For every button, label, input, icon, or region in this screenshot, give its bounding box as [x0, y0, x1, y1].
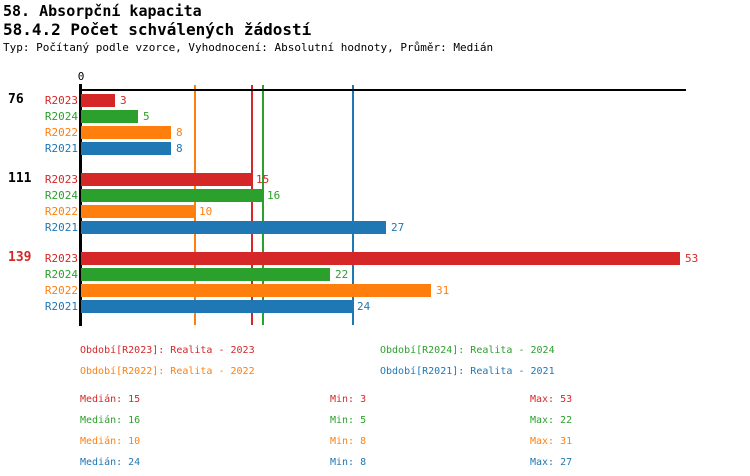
y-axis-line	[79, 84, 82, 326]
bar-row-label: R2024	[44, 110, 78, 123]
median-line-R2021	[352, 85, 354, 325]
bar-value-label: 31	[436, 284, 450, 297]
legend-item-R2022: Období[R2022]: Realita - 2022	[80, 366, 255, 377]
bar-R2022	[81, 205, 194, 218]
bar-R2021	[81, 142, 171, 155]
bar-R2022	[81, 126, 171, 139]
group-label: 76	[8, 92, 24, 107]
stat-max-R2021: Max: 27	[530, 457, 573, 468]
bar-value-label: 8	[176, 142, 183, 155]
group-label: 111	[8, 171, 32, 186]
bar-row-label: R2023	[44, 173, 78, 186]
bar-row-label: R2021	[44, 221, 78, 234]
bar-R2024	[81, 189, 262, 202]
bar-row-label: R2021	[44, 142, 78, 155]
bar-R2024	[81, 110, 138, 123]
bar-value-label: 27	[391, 221, 405, 234]
bar-value-label: 53	[685, 252, 699, 265]
bar-row-label: R2022	[44, 205, 78, 218]
stat-median-R2022: Medián: 10	[80, 436, 141, 447]
bar-value-label: 22	[335, 268, 349, 281]
bar-row-label: R2023	[44, 94, 78, 107]
page-subtitle: 58.4.2 Počet schválených žádostí	[3, 20, 312, 39]
bar-R2021	[81, 221, 386, 234]
median-line-R2023	[251, 85, 253, 325]
bar-R2024	[81, 268, 330, 281]
bar-R2021	[81, 300, 352, 313]
median-line-R2022	[194, 85, 196, 325]
bar-R2023	[81, 94, 115, 107]
page-title: 58. Absorpční kapacita	[3, 2, 202, 20]
bar-R2023	[81, 173, 251, 186]
bar-value-label: 8	[176, 126, 183, 139]
bar-row-label: R2022	[44, 284, 78, 297]
bar-value-label: 5	[143, 110, 150, 123]
bar-value-label: 15	[256, 173, 270, 186]
bar-R2022	[81, 284, 431, 297]
stat-max-R2023: Max: 53	[530, 394, 573, 405]
stat-min-R2024: Min: 5	[330, 415, 367, 426]
bar-row-label: R2022	[44, 126, 78, 139]
stat-max-R2022: Max: 31	[530, 436, 573, 447]
legend-item-R2021: Období[R2021]: Realita - 2021	[380, 366, 555, 377]
group-label: 139	[8, 250, 32, 265]
bar-value-label: 10	[199, 205, 213, 218]
bar-value-label: 3	[120, 94, 127, 107]
legend-item-R2024: Období[R2024]: Realita - 2024	[380, 345, 555, 356]
stat-min-R2022: Min: 8	[330, 436, 367, 447]
stat-max-R2024: Max: 22	[530, 415, 573, 426]
bar-value-label: 24	[357, 300, 371, 313]
stat-min-R2021: Min: 8	[330, 457, 367, 468]
stat-median-R2023: Medián: 15	[80, 394, 141, 405]
x-axis-zero-label: 0	[77, 70, 85, 83]
stat-median-R2024: Medián: 16	[80, 415, 141, 426]
median-line-R2024	[262, 85, 264, 325]
x-axis-line	[80, 89, 686, 91]
bar-row-label: R2024	[44, 268, 78, 281]
bar-row-label: R2023	[44, 252, 78, 265]
legend-item-R2023: Období[R2023]: Realita - 2023	[80, 345, 255, 356]
stat-min-R2023: Min: 3	[330, 394, 367, 405]
bar-row-label: R2024	[44, 189, 78, 202]
bar-value-label: 16	[267, 189, 281, 202]
bar-row-label: R2021	[44, 300, 78, 313]
bar-R2023	[81, 252, 680, 265]
stat-median-R2021: Medián: 24	[80, 457, 141, 468]
chart-meta: Typ: Počítaný podle vzorce, Vyhodnocení:…	[3, 41, 494, 54]
